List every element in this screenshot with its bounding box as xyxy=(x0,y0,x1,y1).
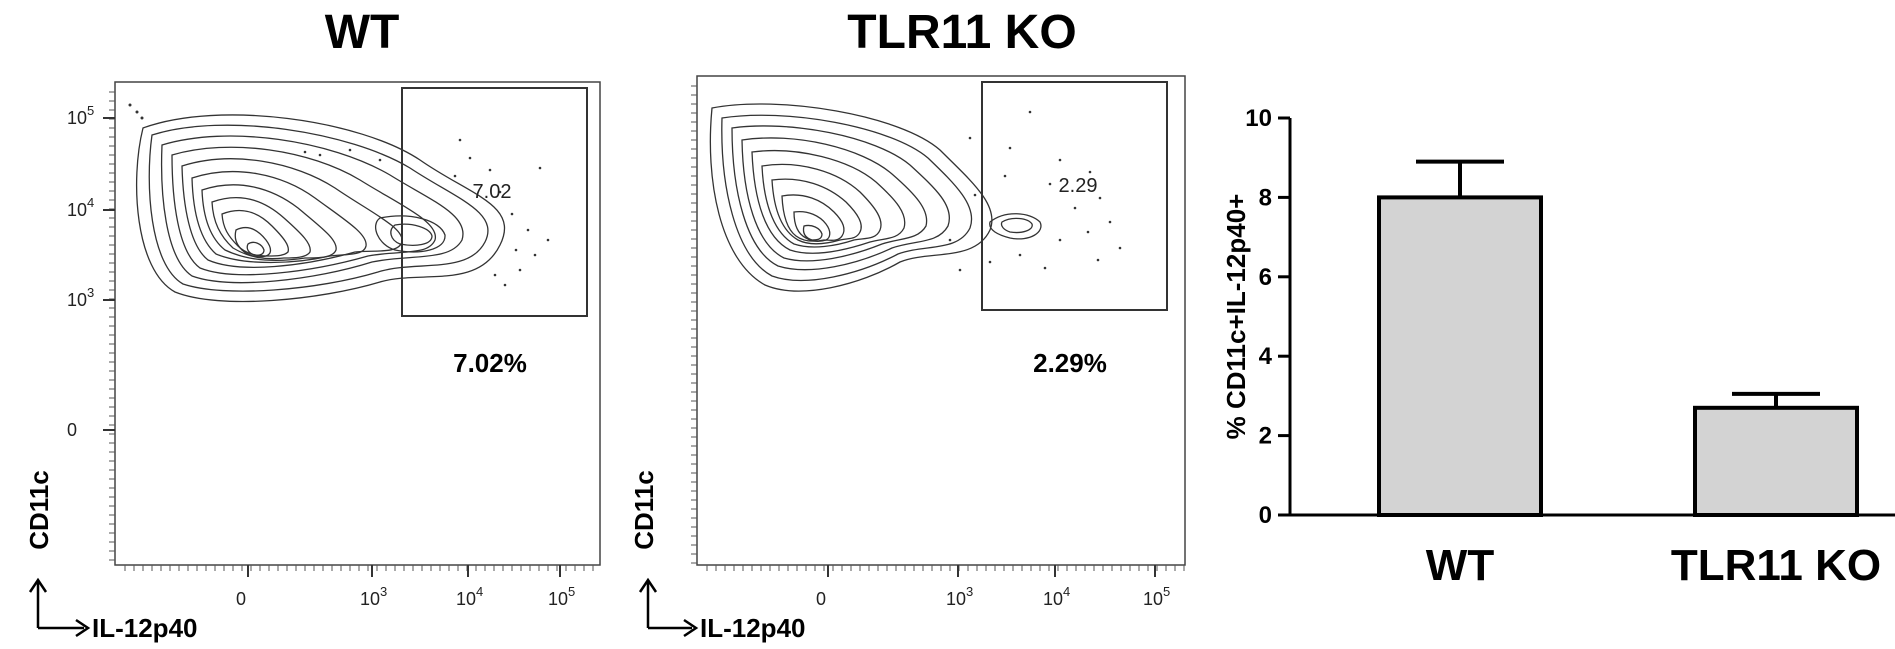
bar-y-tick-label: 10 xyxy=(1245,105,1272,132)
axis-arrow-head-wt xyxy=(75,618,91,638)
bar-y-tick-label: 6 xyxy=(1259,264,1272,291)
bar-y-tick-label: 2 xyxy=(1259,423,1272,450)
y-tick-label: 104 xyxy=(67,195,94,220)
x-tick-label: 105 xyxy=(1143,584,1170,609)
axis-arrow-wt xyxy=(28,577,84,630)
y-tick-label: 105 xyxy=(67,103,94,128)
plot-ticks-ko: 0 103 104 105 xyxy=(691,85,1185,609)
plot-frame-ko xyxy=(696,75,1186,566)
flow-panel-ko: TLR11 KO 0 103 104 105 2.29 xyxy=(629,6,1186,643)
x-tick-label: 103 xyxy=(360,584,387,609)
flow-panel-wt: WT 105 104 103 0 0 103 104 105 xyxy=(24,6,601,643)
bar-category-label: TLR11 KO xyxy=(1671,541,1881,590)
bar-chart: 0 2 4 6 8 10 % CD11c+IL-12p40+ WT TLR11 KO xyxy=(1221,105,1895,590)
axis-arrow-ko xyxy=(638,577,692,630)
bar-1 xyxy=(1693,405,1859,517)
bar-y-tick-label: 4 xyxy=(1259,343,1273,370)
y-tick-label: 0 xyxy=(67,420,77,440)
dots-wt xyxy=(128,103,550,287)
percent-label-wt: 7.02% xyxy=(453,348,527,378)
plot-ticks-wt: 105 104 103 0 0 103 104 105 xyxy=(67,91,594,609)
panel-title-wt: WT xyxy=(325,6,400,59)
y-axis-label-wt: CD11c xyxy=(24,470,54,550)
gate-ko xyxy=(981,81,1168,311)
bar-category-label: WT xyxy=(1426,541,1495,590)
bar-y-tick-label: 8 xyxy=(1259,184,1272,211)
x-tick-label: 0 xyxy=(236,589,246,609)
x-tick-label: 104 xyxy=(1043,584,1070,609)
bar-y-axis-label: % CD11c+IL-12p40+ xyxy=(1221,194,1251,440)
x-tick-label: 0 xyxy=(816,589,826,609)
x-tick-label: 103 xyxy=(946,584,973,609)
y-axis-label-ko: CD11c xyxy=(629,470,659,550)
contour-ko xyxy=(709,103,1042,292)
y-tick-label: 103 xyxy=(67,285,94,310)
panel-title-ko: TLR11 KO xyxy=(847,6,1076,59)
dots-ko xyxy=(948,110,1122,272)
x-tick-label: 105 xyxy=(548,584,575,609)
plot-frame-wt xyxy=(114,81,601,566)
axis-arrow-head-ko xyxy=(683,618,699,638)
bar-0 xyxy=(1377,195,1543,517)
contour-wt xyxy=(136,114,506,303)
gate-value-wt: 7.02 xyxy=(473,181,512,203)
gate-wt xyxy=(401,87,588,317)
x-axis-label-ko: IL-12p40 xyxy=(700,613,806,643)
x-tick-label: 104 xyxy=(456,584,483,609)
bar-y-tick-label: 0 xyxy=(1259,502,1272,529)
gate-value-ko: 2.29 xyxy=(1059,175,1098,197)
x-axis-label-wt: IL-12p40 xyxy=(92,613,198,643)
percent-label-ko: 2.29% xyxy=(1033,348,1107,378)
